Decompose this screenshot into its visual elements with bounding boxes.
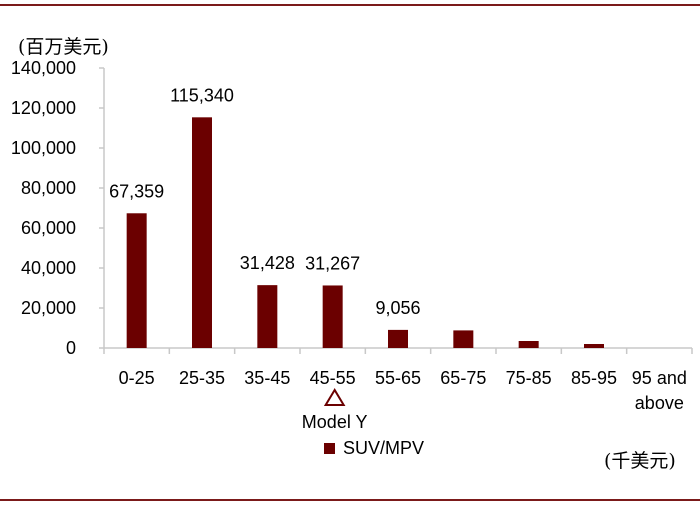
- bar: [518, 341, 539, 348]
- data-label: 9,056: [375, 298, 420, 318]
- y-unit-label: (百万美元): [18, 36, 109, 58]
- model-y-marker: Model Y: [302, 388, 368, 432]
- x-tick-label: 35-45: [244, 368, 290, 388]
- y-tick-label: 100,000: [11, 138, 76, 158]
- bar: [126, 213, 147, 348]
- data-label: 115,340: [170, 85, 234, 105]
- x-tick-label: 0-25: [119, 368, 155, 388]
- y-tick-label: 20,000: [21, 298, 76, 318]
- bar: [257, 285, 278, 348]
- x-tick-label: 85-95: [571, 368, 617, 388]
- y-tick-label: 40,000: [21, 258, 76, 278]
- legend-label-suv-mpv: SUV/MPV: [343, 438, 425, 458]
- bar: [322, 285, 343, 348]
- x-tick-label: 45-55: [310, 368, 356, 388]
- legend: SUV/MPV: [324, 438, 424, 459]
- marker-label: Model Y: [302, 412, 368, 432]
- data-label: 67,359: [109, 181, 164, 201]
- data-label: 31,428: [240, 253, 295, 273]
- y-axis: 0 20,000 40,000 60,000 80,000 100,000 120,000 1…: [11, 58, 104, 358]
- data-labels: 67,359 115,340 31,428 31,267 9,056: [109, 85, 420, 318]
- x-tick-label: 55-65: [375, 368, 421, 388]
- x-tick-label: 75-85: [506, 368, 552, 388]
- bar: [388, 329, 408, 348]
- y-tick-label: 60,000: [21, 218, 76, 238]
- x-axis: 0-25 25-35 35-45 45-55 55-65 65-75 75-85 85-95 9…: [103, 348, 693, 413]
- bottom-rule: [0, 499, 700, 501]
- bar: [453, 330, 474, 348]
- x-tick-label: 25-35: [179, 368, 225, 388]
- x-tick-label: 65-75: [440, 368, 486, 388]
- y-tick-label: 140,000: [11, 58, 76, 78]
- x-unit-label: (千美元): [604, 450, 676, 472]
- triangle-icon: [323, 388, 346, 406]
- y-tick-label: 0: [66, 338, 76, 358]
- bars: [126, 117, 604, 348]
- data-label: 31,267: [305, 253, 360, 273]
- y-tick-label: 120,000: [11, 98, 76, 118]
- y-tick-label: 80,000: [21, 178, 76, 198]
- legend-swatch-suv-mpv: [324, 443, 335, 454]
- bar: [192, 117, 212, 348]
- x-tick-label: 95 and above: [632, 368, 687, 413]
- top-rule: [0, 4, 700, 6]
- bar: [584, 344, 604, 348]
